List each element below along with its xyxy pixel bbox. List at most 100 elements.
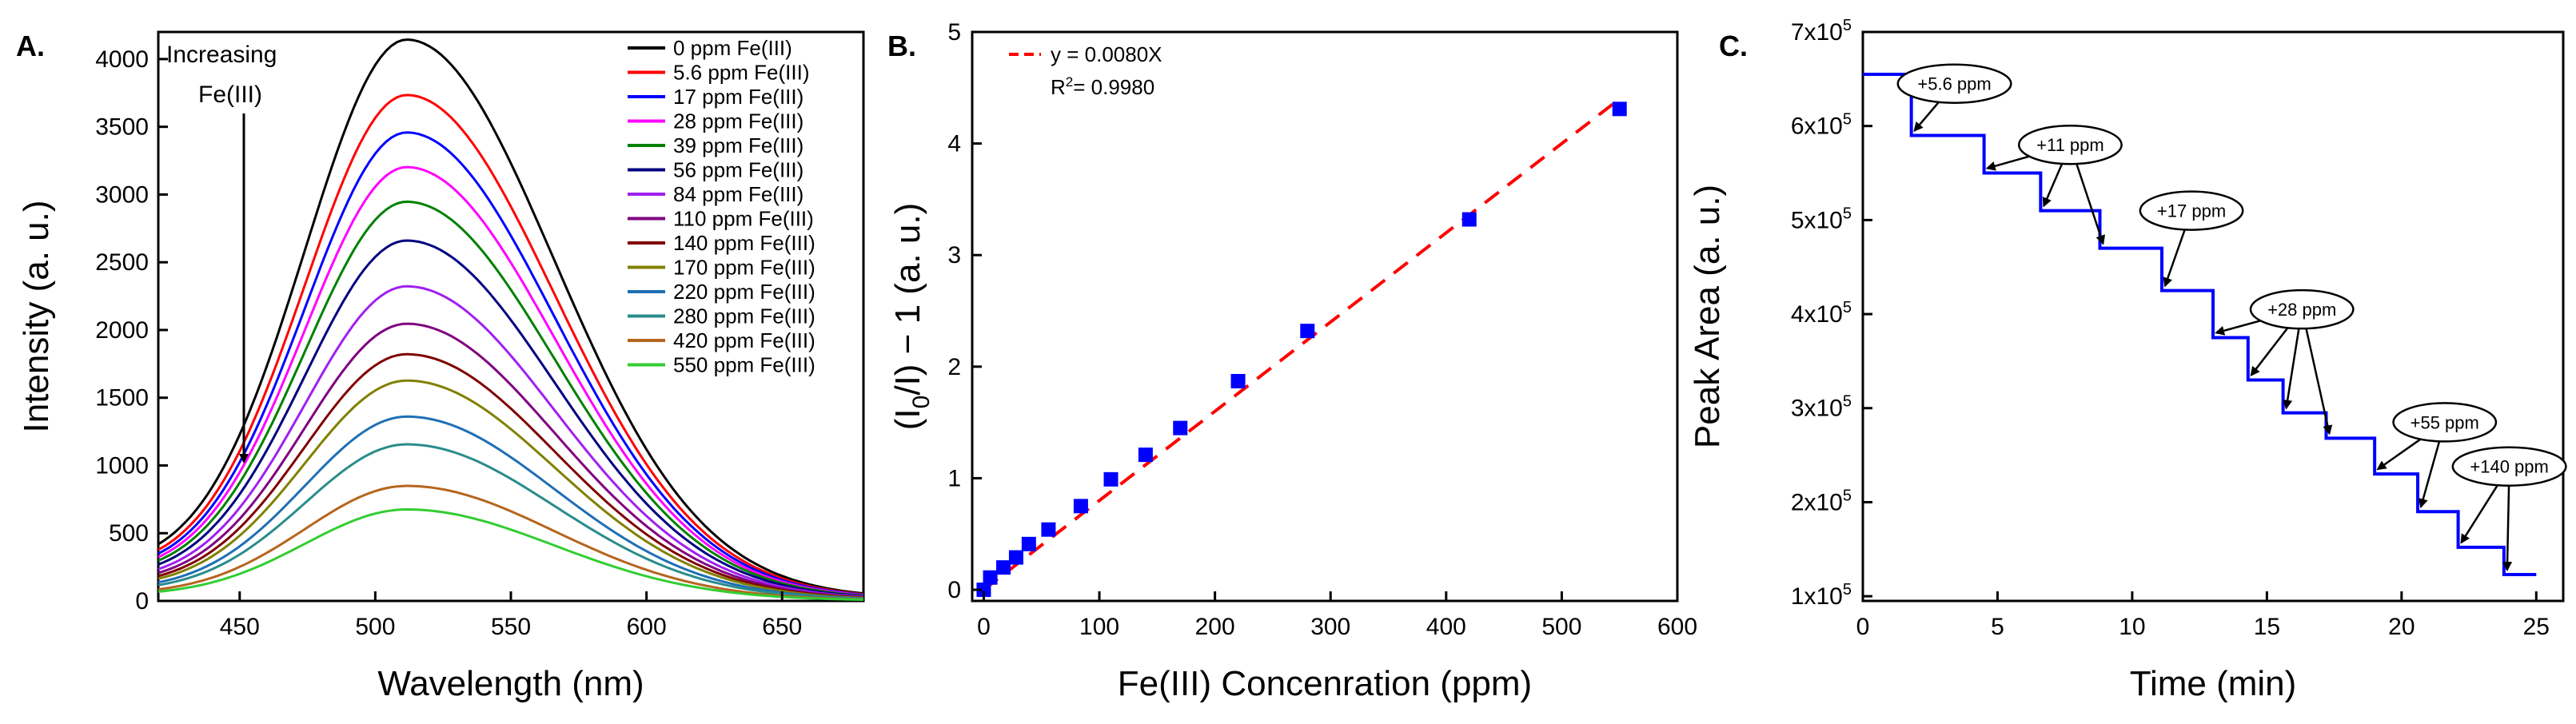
y-tick-mantissa-c: 2x10 — [1791, 489, 1843, 515]
x-tick-label-b: 0 — [977, 614, 991, 640]
spectrum-line-9 — [158, 379, 864, 599]
annotation-arrow — [2042, 163, 2064, 208]
y-tick-label-a: 3500 — [95, 114, 149, 141]
x-tick-label-c: 20 — [2388, 614, 2415, 640]
y-tick-label-a: 3000 — [95, 181, 149, 208]
x-ticks-b: 0 100 200 300 400 500 600 — [977, 591, 1697, 640]
legend-entry: 39 ppm Fe(III) — [673, 133, 804, 157]
x-tick-label-b: 500 — [1541, 614, 1581, 640]
y-ticks-b: 0 1 2 3 4 5 — [947, 19, 982, 603]
spectrum-line-1 — [158, 93, 864, 596]
y-tick-mantissa-c: 6x10 — [1791, 113, 1843, 140]
y-tick-exponent-c: 5 — [1843, 205, 1852, 222]
y-tick-label-a: 2000 — [95, 317, 149, 344]
y-tick-label-c: 7x105 — [1791, 17, 1852, 46]
legend-entry: 17 ppm Fe(III) — [673, 85, 804, 109]
data-point — [1073, 499, 1088, 514]
data-point — [983, 570, 998, 585]
r2-prefix: R — [1051, 75, 1066, 99]
y-tick-mantissa-c: 7x10 — [1791, 19, 1843, 46]
legend-entry: 56 ppm Fe(III) — [673, 158, 804, 182]
spectra-curves — [158, 38, 864, 601]
r2-superscript: 2 — [1066, 74, 1073, 90]
data-point — [1021, 536, 1036, 551]
y-tick-label-c: 1x105 — [1791, 581, 1852, 610]
data-points — [976, 101, 1627, 598]
y-axis-label-b: (I0/I) − 1 (a. u.) — [888, 203, 935, 430]
y-tick-label-c: 2x105 — [1791, 487, 1852, 515]
x-tick-label-b: 600 — [1657, 614, 1697, 640]
panel-a-label: A. — [16, 30, 45, 62]
x-tick-label-a: 550 — [491, 614, 531, 640]
annotation-arrow — [2418, 440, 2441, 509]
x-ticks-c: 0 5 10 15 20 25 — [1856, 591, 2550, 640]
x-tick-label-c: 0 — [1856, 614, 1870, 640]
panel-a: A. 450 500 550 600 650 0 500 1000 1500 2000 2500 3… — [16, 30, 865, 703]
y-tick-label-c: 4x105 — [1791, 299, 1852, 328]
x-tick-label-b: 300 — [1310, 614, 1350, 640]
y-tick-label-c: 5x105 — [1791, 205, 1852, 233]
annotation-arrow — [1985, 155, 2030, 171]
y-tick-label-a: 1000 — [95, 452, 149, 479]
legend-entry: 110 ppm Fe(III) — [673, 207, 814, 231]
annotation-bubble — [1896, 63, 2012, 104]
y-tick-exponent-c: 5 — [1843, 581, 1852, 599]
panel-c: C. +5.6 ppm+11 ppm+17 ppm+28 ppm+55 ppm+… — [1688, 17, 2567, 703]
annotation-bubble — [2451, 446, 2567, 487]
y-label-b-part1: (I — [888, 408, 927, 430]
spectrum-line-7 — [158, 322, 864, 599]
annotation-increasing: Increasing — [166, 42, 277, 68]
x-axis-label-a: Wavelength (nm) — [377, 664, 644, 703]
annotation-bubble — [2392, 402, 2498, 443]
x-tick-label-b: 100 — [1079, 614, 1119, 640]
annotation-label: +5.6 ppm — [1917, 74, 1991, 94]
x-tick-label-b: 400 — [1426, 614, 1466, 640]
y-tick-label-b: 1 — [947, 465, 961, 491]
spectrum-line-11 — [158, 443, 864, 600]
x-tick-label-a: 650 — [762, 614, 802, 640]
legend-entry: 220 ppm Fe(III) — [673, 280, 815, 304]
y-axis-label-c: Peak Area (a. u.) — [1688, 185, 1727, 448]
annotation-bubble — [2249, 288, 2355, 330]
data-point — [1138, 448, 1153, 463]
x-tick-label-c: 5 — [1991, 614, 2004, 640]
annotation-bubble — [2017, 124, 2123, 165]
y-tick-exponent-c: 5 — [1843, 487, 1852, 504]
spectrum-line-13 — [158, 507, 864, 601]
y-tick-label-b: 4 — [947, 131, 961, 157]
y-tick-mantissa-c: 5x10 — [1791, 207, 1843, 233]
annotation-arrow — [2215, 320, 2261, 336]
y-tick-mantissa-c: 4x10 — [1791, 301, 1843, 328]
data-point — [976, 583, 991, 598]
y-tick-label-c: 6x105 — [1791, 111, 1852, 140]
panel-b: B. 0 100 200 300 400 500 600 0 1 2 3 4 5 y = 0.0080… — [887, 19, 1697, 703]
y-label-b-subscript: 0 — [908, 396, 935, 409]
annotation-bubble — [2139, 190, 2244, 231]
y-tick-label-b: 2 — [947, 354, 961, 380]
annotation-arrow — [2250, 327, 2289, 377]
y-tick-label-b: 5 — [947, 19, 961, 46]
annotation-label: +11 ppm — [2036, 135, 2104, 155]
data-point — [996, 560, 1011, 575]
legend-entry: 550 ppm Fe(III) — [673, 353, 815, 377]
legend-entry: 280 ppm Fe(III) — [673, 304, 815, 328]
spectrum-line-4 — [158, 200, 864, 597]
data-point — [1173, 420, 1188, 436]
spectrum-line-8 — [158, 352, 864, 599]
legend-entry: 140 ppm Fe(III) — [673, 231, 815, 255]
data-point — [1612, 101, 1627, 117]
spectrum-line-5 — [158, 239, 864, 598]
spectrum-line-12 — [158, 484, 864, 601]
legend-entry: 0 ppm Fe(III) — [673, 36, 792, 60]
peak-area-trace — [1863, 72, 2537, 577]
x-axis-label-c: Time (min) — [2130, 664, 2297, 703]
spectrum-line-0 — [158, 38, 864, 595]
data-point — [1461, 212, 1477, 227]
y-tick-label-a: 500 — [109, 520, 149, 547]
annotation-label: +55 ppm — [2411, 412, 2479, 432]
data-point — [1041, 522, 1056, 537]
annotation-arrow — [2376, 438, 2422, 471]
y-ticks-a: 0 500 1000 1500 2000 2500 3000 3500 4000 — [95, 46, 168, 615]
